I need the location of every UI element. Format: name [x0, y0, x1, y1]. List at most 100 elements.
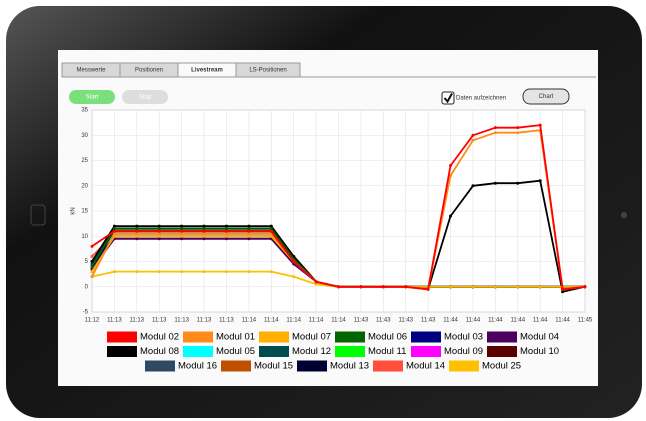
y-axis-label: kN [71, 207, 77, 214]
y-tick-label: 25 [81, 158, 88, 164]
x-tick-label: 11:44 [533, 318, 548, 324]
x-tick-label: 11:43 [398, 318, 413, 324]
point [516, 126, 519, 129]
tab-label[interactable]: Livestream [191, 68, 223, 74]
point [158, 230, 161, 233]
x-tick-label: 11:13 [130, 318, 145, 324]
point [113, 230, 116, 233]
point [135, 230, 138, 233]
x-tick-label: 11:13 [197, 318, 212, 324]
point [203, 270, 206, 273]
point [180, 270, 183, 273]
legend-swatch [183, 346, 213, 357]
point [561, 288, 564, 291]
legend-label: Modul 12 [292, 346, 331, 357]
legend-swatch [297, 361, 327, 372]
x-tick-label: 11:44 [466, 318, 481, 324]
y-tick-label: 20 [81, 183, 88, 189]
point [471, 134, 474, 137]
x-tick-label: 11:44 [443, 318, 458, 324]
point [180, 230, 183, 233]
point [539, 124, 542, 127]
point [359, 285, 362, 288]
point [516, 285, 519, 288]
point [225, 230, 228, 233]
point [270, 230, 273, 233]
point [494, 182, 497, 185]
legend-swatch [221, 361, 251, 372]
point [382, 285, 385, 288]
point [494, 126, 497, 129]
x-tick-label: 11:12 [85, 318, 100, 324]
point [471, 184, 474, 187]
legend-label: Modul 07 [292, 332, 331, 343]
x-tick-label: 11:14 [242, 318, 257, 324]
point [449, 215, 452, 218]
legend-swatch [107, 346, 137, 357]
chart-label[interactable]: Chart [539, 94, 554, 100]
legend-label: Modul 02 [140, 332, 179, 343]
point [91, 275, 94, 278]
stop-label[interactable]: Stop [139, 95, 152, 101]
x-tick-label: 11:44 [488, 318, 503, 324]
legend-label: Modul 10 [520, 346, 559, 357]
point [449, 285, 452, 288]
legend-label: Modul 01 [216, 332, 255, 343]
point [471, 285, 474, 288]
legend-swatch [411, 346, 441, 357]
legend-label: Modul 15 [254, 361, 293, 372]
point [539, 285, 542, 288]
legend-swatch [183, 332, 213, 343]
start-label[interactable]: Start [86, 95, 99, 101]
x-tick-label: 11:43 [354, 318, 369, 324]
tab-label[interactable]: LS-Positionen [249, 68, 286, 74]
point [203, 230, 206, 233]
legend-label: Modul 03 [444, 332, 483, 343]
legend-swatch [487, 346, 517, 357]
x-tick-label: 11:14 [331, 318, 346, 324]
point [449, 164, 452, 167]
legend-swatch [411, 332, 441, 343]
tab-label[interactable]: Messwerte [76, 68, 106, 74]
legend-swatch [107, 332, 137, 343]
y-tick-label: 10 [81, 234, 88, 240]
checkbox-label[interactable]: Daten aufzeichnen [456, 96, 506, 102]
point [247, 230, 250, 233]
point [292, 260, 295, 263]
x-tick-label: 11:45 [578, 318, 593, 324]
legend-label: Modul 11 [368, 346, 406, 357]
legend-label: Modul 09 [444, 346, 483, 357]
legend-label: Modul 05 [216, 346, 255, 357]
y-tick-label: 35 [81, 108, 88, 114]
legend-label: Modul 08 [140, 346, 179, 357]
y-tick-label: -5 [83, 310, 89, 316]
x-tick-label: 11:14 [309, 318, 324, 324]
x-tick-label: 11:13 [107, 318, 122, 324]
point [539, 179, 542, 182]
point [584, 285, 587, 288]
point [91, 245, 94, 248]
legend-swatch [335, 332, 365, 343]
point [91, 265, 94, 268]
point [404, 285, 407, 288]
point [292, 275, 295, 278]
point [337, 285, 340, 288]
y-tick-label: 30 [81, 133, 88, 139]
legend-label: Modul 16 [178, 361, 217, 372]
point [494, 131, 497, 134]
tab-label[interactable]: Positionen [135, 68, 163, 74]
point [315, 280, 318, 283]
point [516, 182, 519, 185]
point [494, 285, 497, 288]
legend-swatch [259, 346, 289, 357]
camera [621, 212, 627, 218]
point [158, 270, 161, 273]
x-tick-label: 11:44 [510, 318, 525, 324]
x-tick-label: 11:44 [555, 318, 570, 324]
legend-swatch [335, 346, 365, 357]
tabs: Messwerte Positionen Livestream LS-Posit… [62, 63, 300, 77]
y-tick-label: 15 [81, 209, 88, 215]
x-tick-label: 11:43 [421, 318, 436, 324]
point [225, 270, 228, 273]
point [471, 139, 474, 142]
